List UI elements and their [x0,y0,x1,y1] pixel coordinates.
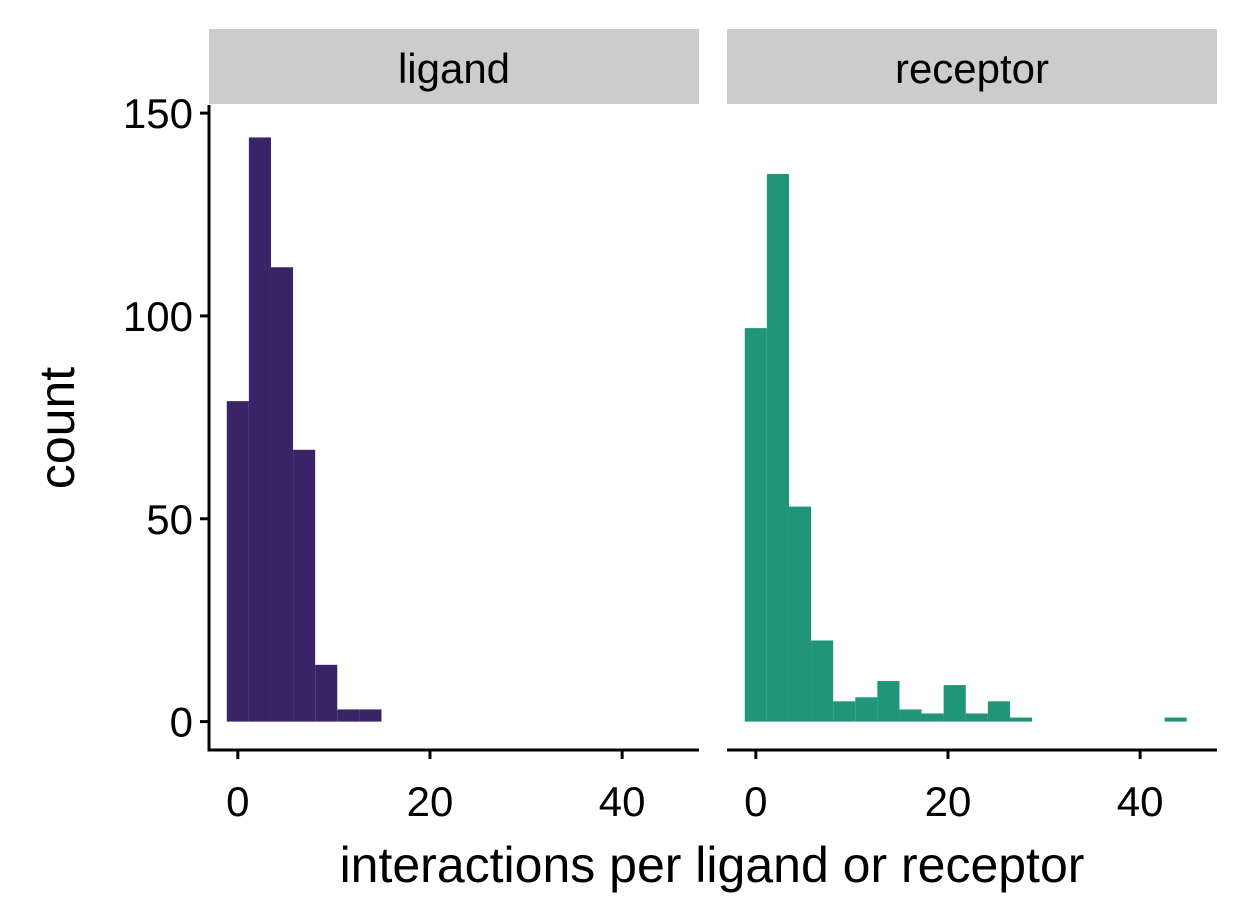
y-tick-label: 150 [123,90,193,137]
histogram-bar [811,640,834,722]
histogram-bar [987,701,1010,722]
x-tick-label: 20 [925,778,972,825]
x-tick-label: 0 [744,778,767,825]
histogram-bar [315,664,338,722]
histogram-bar [766,173,789,722]
histogram-bar [744,328,767,722]
histogram-bar [855,697,878,722]
histogram-bar [359,709,382,722]
y-axis: 0 50 100 150 [123,90,211,752]
y-tick-label: 100 [123,293,193,340]
facet-strip [727,29,1217,104]
facet-panel-ligand: ligand 0 20 40 [209,29,699,825]
histogram-bar [248,137,271,722]
facet-strip-label: receptor [895,45,1049,92]
y-tick-label: 0 [170,699,193,746]
histogram-bar [1009,717,1033,722]
x-tick-label: 40 [1117,778,1164,825]
histogram-bar [293,449,316,722]
facet-strip [209,29,699,104]
histogram-bar [899,709,922,722]
x-tick-label: 0 [226,778,249,825]
x-axis-title: interactions per ligand or receptor [340,837,1085,893]
histogram-bar [921,713,944,722]
histogram-bar [226,401,249,722]
y-tick-label: 50 [146,496,193,543]
histogram-bar [943,685,966,722]
histogram-bar [965,713,988,722]
histogram-bar [337,709,360,722]
histogram-bar [833,701,856,722]
histogram-bar [1164,717,1187,722]
x-tick-label: 20 [407,778,454,825]
facet-strip-label: ligand [398,45,510,92]
x-tick-label: 40 [599,778,646,825]
histogram-bar [877,681,900,722]
y-axis-title: count [29,367,85,489]
histogram-bar [270,267,294,722]
facet-panel-receptor: receptor 0 20 40 [727,29,1217,825]
facet-panels: ligand 0 20 40 receptor 0 20 40 [209,29,1217,825]
histogram-bar [788,506,812,722]
